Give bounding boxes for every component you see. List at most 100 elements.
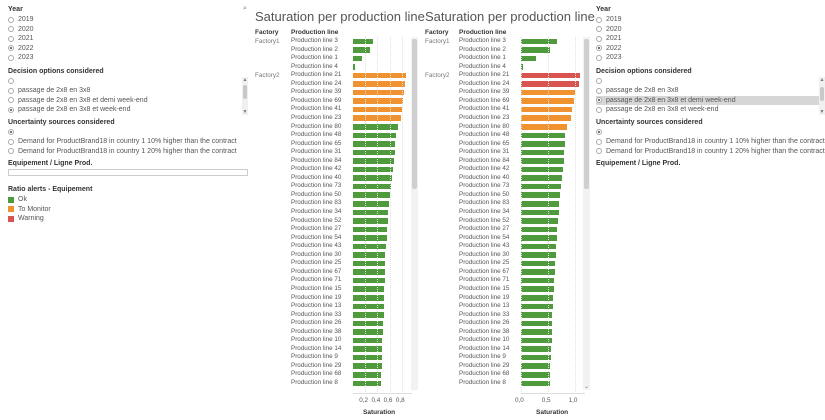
saturation-bar (353, 260, 386, 267)
saturation-bar (353, 218, 388, 224)
decision-scrollbar[interactable]: ▲ ▼ (242, 76, 248, 115)
radio-button-icon[interactable] (8, 106, 14, 113)
production-line-label: Production line 80 (459, 122, 510, 130)
decision-scroll-thumb[interactable] (243, 84, 247, 99)
radio-button-icon[interactable] (596, 54, 602, 61)
radio-button-icon[interactable] (596, 78, 602, 85)
decision-option-label: passage de 2x8 en 3x8 et week-end (18, 106, 131, 114)
chart-2-scroll-thumb[interactable] (584, 39, 589, 189)
uncertainty-right-option[interactable]: Demand for ProductBrand18 in country 1 2… (596, 147, 825, 157)
year-option-label: 2019 (18, 16, 34, 24)
year-filter-list-right: 2019 2020 2021 2022 2023 (596, 15, 825, 63)
production-line-label: Production line 33 (459, 310, 510, 318)
gridline (365, 37, 367, 392)
decision-right-option[interactable] (596, 77, 825, 87)
production-line-label: Production line 84 (459, 156, 510, 164)
radio-button-icon[interactable] (596, 97, 602, 104)
uncertainty-option[interactable] (8, 128, 248, 138)
year-option[interactable]: 2021 (8, 34, 248, 44)
scroll-down-icon[interactable]: ▼ (242, 108, 248, 115)
pin-icon[interactable]: ⌕ (243, 5, 247, 12)
decision-option[interactable] (8, 77, 248, 87)
saturation-bar (353, 183, 391, 190)
production-line-label: Production line 50 (291, 190, 342, 198)
decision-scroll-thumb-right[interactable] (820, 86, 824, 101)
radio-button-icon[interactable] (596, 45, 602, 52)
decision-option[interactable]: passage de 2x8 en 3x8 et demi week-end (8, 96, 248, 106)
year-right-option[interactable]: 2019 (596, 15, 825, 25)
saturation-bar (353, 47, 371, 53)
uncertainty-right-option[interactable]: Demand for ProductBrand18 in country 1 1… (596, 137, 825, 147)
radio-button-icon[interactable] (8, 129, 14, 136)
decision-option[interactable]: passage de 2x8 en 3x8 (8, 86, 248, 96)
radio-button-icon[interactable] (8, 87, 14, 94)
saturation-bar (521, 243, 557, 250)
production-line-label: Production line 42 (459, 165, 510, 173)
radio-button-icon[interactable] (596, 87, 602, 94)
year-option[interactable]: 2022 (8, 44, 248, 54)
chart-2-scrollbar[interactable]: ⌄ (583, 37, 590, 390)
radio-button-icon[interactable] (8, 54, 14, 61)
year-option[interactable]: 2020 (8, 25, 248, 35)
uncertainty-right-option[interactable] (596, 128, 825, 138)
decision-option[interactable]: passage de 2x8 en 3x8 et week-end (8, 105, 248, 115)
legend-item: Ok (8, 195, 248, 205)
scroll-up-icon[interactable]: ▲ (242, 76, 248, 83)
chart-1-line-header: Production line (291, 29, 339, 36)
year-option[interactable]: 2023 (8, 53, 248, 63)
radio-button-icon[interactable] (596, 26, 602, 33)
production-line-label: Production line 71 (459, 276, 510, 284)
saturation-bar (353, 72, 406, 79)
year-right-option-label: 2020 (606, 25, 622, 33)
decision-right-option[interactable]: passage de 2x8 en 3x8 (596, 86, 825, 96)
radio-button-icon[interactable] (596, 106, 602, 113)
radio-button-icon[interactable] (596, 148, 602, 155)
radio-button-icon[interactable] (8, 138, 14, 145)
gridline (547, 37, 549, 392)
production-line-label: Production line 23 (459, 113, 510, 121)
production-line-label: Production line 67 (291, 267, 342, 275)
production-line-label: Production line 23 (291, 113, 342, 121)
scroll-up-icon-right[interactable]: ▲ (819, 76, 825, 83)
scroll-down-icon-right[interactable]: ▼ (819, 108, 825, 115)
radio-button-icon[interactable] (8, 78, 14, 85)
uncertainty-right-option-label: Demand for ProductBrand18 in country 1 1… (606, 138, 825, 146)
uncertainty-filter-list: Demand for ProductBrand18 in country 1 1… (8, 128, 248, 157)
radio-button-icon[interactable] (596, 138, 602, 145)
chart-1-x-axis-title: Saturation (363, 409, 396, 416)
radio-button-icon[interactable] (8, 97, 14, 104)
saturation-bar (353, 38, 374, 45)
saturation-bar (521, 124, 568, 130)
saturation-bar (353, 149, 395, 156)
chart-1-scrollbar[interactable] (411, 37, 418, 390)
uncertainty-option[interactable]: Demand for ProductBrand18 in country 1 1… (8, 137, 248, 147)
chart-1-scroll-thumb[interactable] (412, 39, 417, 189)
decision-right-option[interactable]: passage de 2x8 en 3x8 et demi week-end (596, 95, 825, 105)
radio-button-icon[interactable] (8, 35, 14, 42)
radio-button-icon[interactable] (8, 26, 14, 33)
year-option[interactable]: 2019 (8, 15, 248, 25)
uncertainty-option[interactable]: Demand for ProductBrand18 in country 1 2… (8, 147, 248, 157)
saturation-bar (353, 158, 394, 164)
legend-item: To Monitor (8, 205, 248, 215)
saturation-bar (521, 295, 554, 301)
radio-button-icon[interactable] (596, 35, 602, 42)
year-right-option-label: 2022 (606, 44, 622, 52)
equipement-search-input[interactable] (8, 169, 248, 176)
radio-button-icon[interactable] (8, 148, 14, 155)
chart-2-scroll-down-icon[interactable]: ⌄ (583, 384, 590, 390)
radio-button-icon[interactable] (8, 45, 14, 52)
decision-right-option-label: passage de 2x8 en 3x8 et week-end (606, 106, 719, 114)
year-right-option[interactable]: 2020 (596, 25, 825, 35)
decision-right-option[interactable]: passage de 2x8 en 3x8 et week-end (596, 105, 825, 115)
year-right-option[interactable]: 2021 (596, 34, 825, 44)
x-axis-line (353, 393, 412, 394)
saturation-bar (521, 209, 559, 216)
year-right-option[interactable]: 2022 (596, 44, 825, 54)
radio-button-icon[interactable] (8, 16, 14, 23)
radio-button-icon[interactable] (596, 129, 602, 136)
year-right-option[interactable]: 2023 (596, 53, 825, 63)
decision-scrollbar-right[interactable]: ▲ ▼ (819, 76, 825, 115)
ratio-legend: Ok To Monitor Warning (8, 195, 248, 224)
radio-button-icon[interactable] (596, 16, 602, 23)
